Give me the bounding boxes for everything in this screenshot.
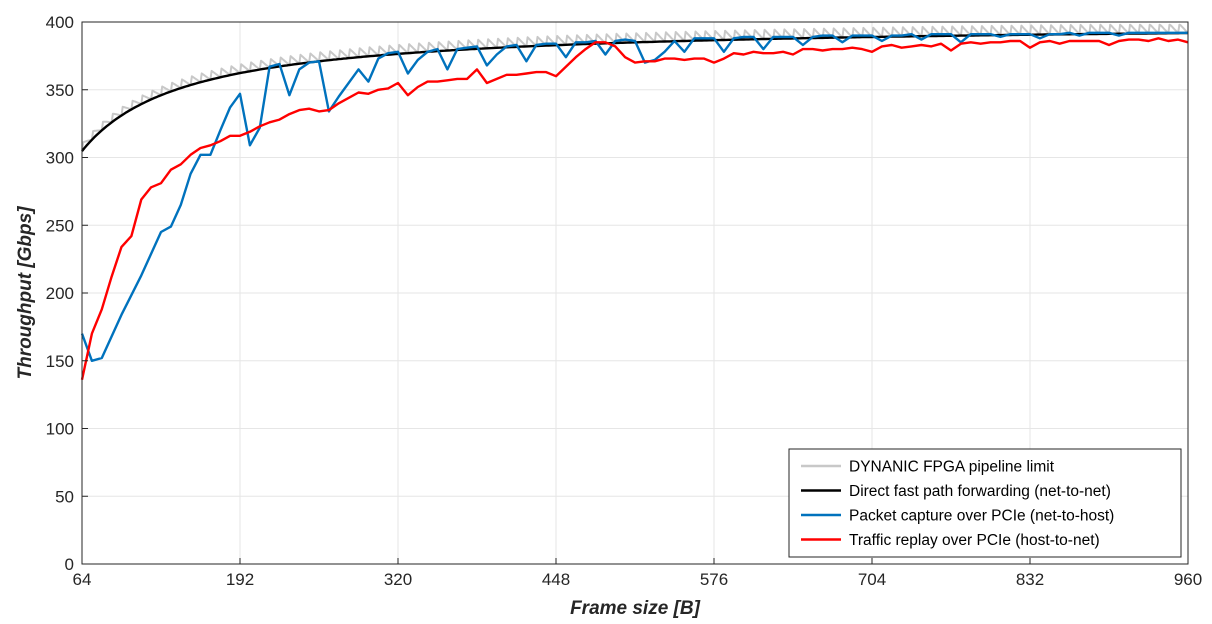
- legend-box: [788, 448, 1182, 558]
- y-tick-label: 350: [46, 81, 74, 100]
- legend-label-4: Traffic replay over PCIe (host-to-net): [849, 532, 1100, 549]
- x-tick-label: 192: [226, 570, 254, 589]
- y-tick-label: 0: [65, 555, 74, 574]
- x-tick-label: 576: [700, 570, 728, 589]
- x-tick-label: 960: [1174, 570, 1202, 589]
- legend: DYNANIC FPGA pipeline limit Direct fast p…: [788, 448, 1182, 558]
- y-tick-label: 200: [46, 284, 74, 303]
- x-tick-label: 64: [73, 570, 92, 589]
- legend-label-2: Direct fast path forwarding (net-to-net): [849, 483, 1111, 500]
- x-tick-label: 832: [1016, 570, 1044, 589]
- legend-label-1: DYNANIC FPGA pipeline limit: [849, 459, 1055, 476]
- series-layer: [80, 23, 1189, 380]
- legend-label-3: Packet capture over PCIe (net-to-host): [849, 508, 1114, 525]
- x-tick-label: 448: [542, 570, 570, 589]
- y-tick-label: 300: [46, 149, 74, 168]
- y-axis-title: Throughput [Gbps]: [15, 206, 36, 380]
- y-tick-label: 150: [46, 352, 74, 371]
- ticks: 64 192 320 448 576 704 832 960 0 50 100 150 200 250 30…: [46, 13, 1203, 589]
- x-axis-title: Frame size [B]: [570, 598, 701, 619]
- y-tick-label: 100: [46, 420, 74, 439]
- series-line-3: [80, 31, 1188, 362]
- y-tick-label: 250: [46, 216, 74, 235]
- x-tick-label: 320: [384, 570, 412, 589]
- y-tick-label: 400: [46, 13, 74, 32]
- legend-items: DYNANIC FPGA pipeline limit Direct fast p…: [801, 459, 1114, 549]
- series-line-4: [80, 37, 1189, 380]
- x-tick-label: 704: [858, 570, 886, 589]
- y-tick-label: 50: [55, 487, 74, 506]
